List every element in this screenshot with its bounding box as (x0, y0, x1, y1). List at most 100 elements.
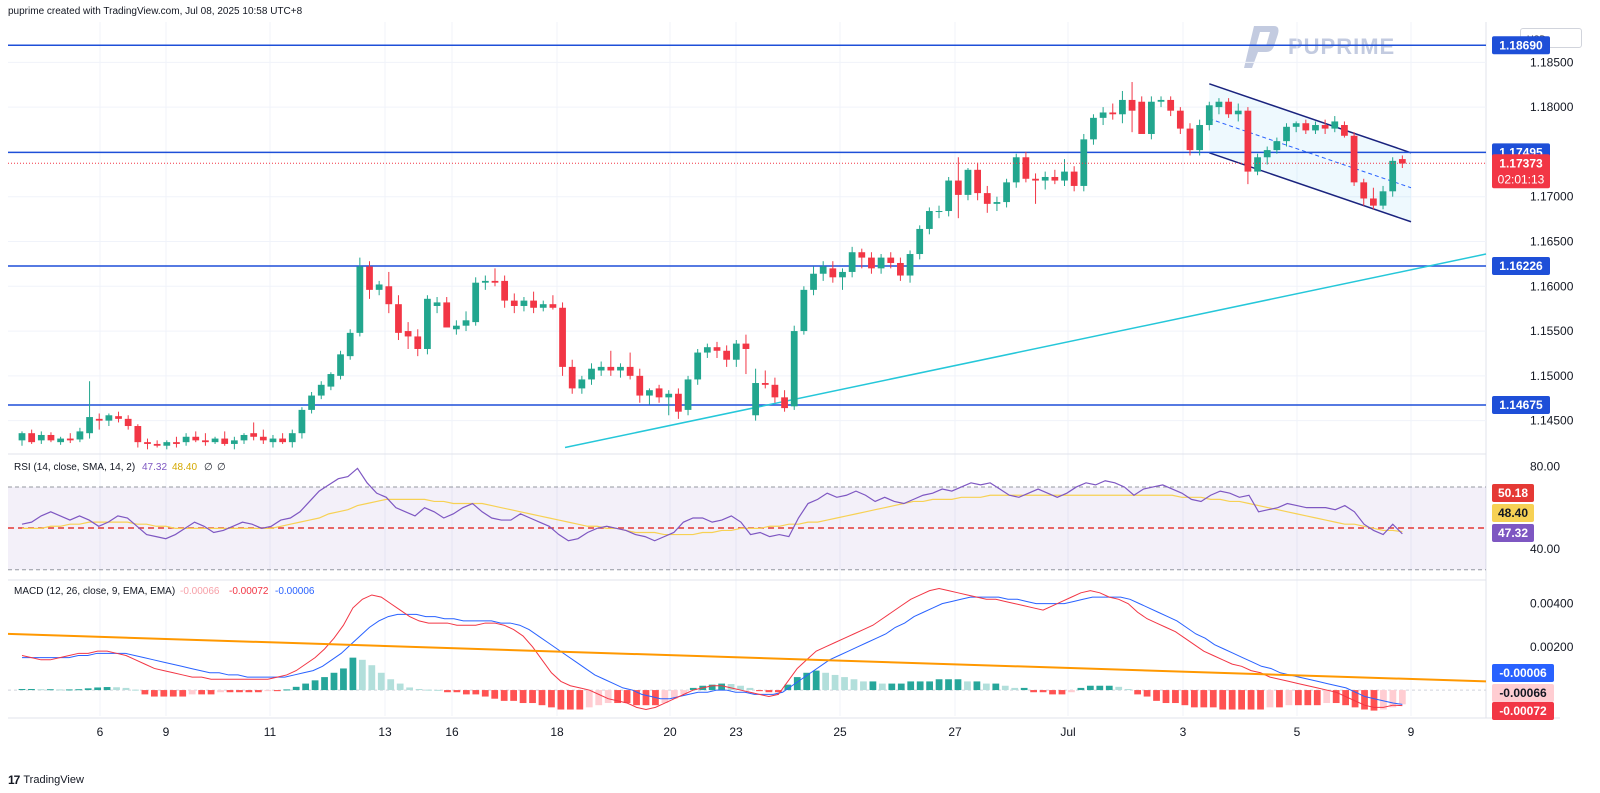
rsi-band (8, 486, 1486, 570)
macd-line (21, 587, 1403, 711)
trend-line (564, 253, 1487, 449)
price-tick-label: 1.15000 (1530, 369, 1574, 383)
macd-histogram-bar (1105, 685, 1113, 691)
macd-histogram-bar (1294, 690, 1302, 706)
macd-histogram-bar (425, 689, 432, 691)
macd-histogram-bar (1313, 690, 1321, 706)
candle-body (1196, 125, 1204, 151)
macd-histogram-bar (1266, 690, 1274, 708)
candle-body (1167, 99, 1175, 111)
candle-body (298, 409, 306, 434)
macd-histogram-bar (633, 690, 640, 706)
macd-histogram-bar (746, 687, 754, 691)
macd-histogram-bar (878, 683, 886, 691)
macd-histogram-bar (84, 688, 92, 691)
macd-histogram-bar (207, 690, 215, 695)
candle-body (549, 304, 557, 308)
candle-body (1032, 178, 1039, 181)
candle-body (607, 366, 615, 371)
macd-histogram-bar (1323, 690, 1331, 704)
candle-body (28, 433, 36, 443)
macd-histogram-bar (756, 690, 763, 692)
macd-histogram-bar (113, 687, 120, 691)
candle-body (1263, 150, 1271, 158)
macd-histogram-bar (926, 681, 934, 691)
candle-body (491, 280, 499, 283)
candle-body (1321, 125, 1329, 129)
macd-tick-label: 0.00200 (1530, 640, 1574, 654)
rsi-line (21, 467, 1403, 542)
chart-header: puprime created with TradingView.com, Ju… (8, 6, 303, 17)
macd-histogram-bar (1049, 690, 1056, 695)
candle-body (279, 438, 287, 443)
price-level-tag (1492, 395, 1550, 414)
price-tick-label: 1.18000 (1530, 100, 1574, 114)
candle-body (597, 366, 605, 371)
rsi-value-tag (1492, 484, 1534, 502)
candle-body (1205, 105, 1213, 126)
macd-histogram-bar (897, 683, 905, 691)
candle-body (144, 442, 151, 444)
macd-histogram-bar (481, 690, 489, 697)
candle-body (1292, 123, 1300, 127)
candle-body (742, 343, 750, 349)
candle-body (1331, 121, 1339, 129)
candle-body (1119, 99, 1126, 115)
x-axis-tick-label: 27 (948, 725, 962, 739)
candle-body (559, 307, 566, 367)
channel-fill (1209, 83, 1411, 222)
candle-body (694, 352, 702, 380)
x-axis-tick-label: 6 (97, 725, 104, 739)
macd-histogram-bar (566, 690, 574, 710)
candle-body (578, 379, 586, 389)
x-axis-tick-label: 25 (833, 725, 847, 739)
candle-body (868, 257, 875, 269)
macd-histogram-bar (292, 686, 300, 691)
rsi-value-label: 47.32 (1498, 526, 1528, 540)
tradingview-logo-icon: 17 (8, 773, 20, 787)
macd-histogram-bar (670, 690, 678, 699)
candle-body (395, 304, 402, 333)
macd-histogram-bar (1247, 690, 1255, 710)
candle-body (665, 393, 673, 398)
candle-body (916, 228, 924, 255)
candle-body (1302, 123, 1310, 131)
rsi-value-label: 50.18 (1498, 486, 1528, 500)
candle-body (626, 366, 634, 376)
x-axis-tick-label: 11 (264, 725, 277, 739)
candle-body (115, 416, 122, 419)
x-axis-tick-label: Jul (1060, 725, 1075, 739)
macd-legend-macd: -0.00072 (229, 586, 269, 597)
macd-histogram-bar (1143, 690, 1151, 697)
macd-histogram-bar (65, 689, 73, 691)
macd-histogram-bar (538, 690, 546, 706)
candle-body (221, 438, 229, 444)
price-tick-label: 1.15500 (1530, 324, 1574, 338)
macd-histogram-bar (226, 690, 234, 693)
rsi-ma-line (22, 494, 1403, 536)
macd-histogram-bar (1257, 690, 1264, 710)
macd-histogram-bar (1068, 690, 1075, 693)
candle-body (1070, 171, 1078, 186)
macd-histogram-bar (94, 687, 102, 691)
candle-body (1341, 125, 1348, 136)
currency-selector[interactable]: USD (1520, 28, 1582, 48)
macd-histogram-bar (141, 690, 149, 695)
candle-body (974, 169, 982, 194)
macd-histogram-bar (765, 690, 773, 693)
macd-value-tag (1492, 664, 1554, 682)
candle-body (1157, 99, 1165, 102)
macd-histogram-bar (302, 683, 310, 691)
macd-value-tag (1492, 702, 1554, 720)
candle-body (230, 440, 238, 444)
macd-signal-line (22, 596, 1403, 705)
candle-body (1080, 139, 1088, 186)
candle-body (211, 438, 219, 443)
candle-body (443, 302, 451, 328)
candle-body (346, 332, 354, 357)
channel-mid-line (1209, 118, 1412, 189)
macd-histogram-bar (623, 690, 631, 704)
candle-body (684, 379, 692, 410)
macd-histogram-bar (822, 672, 830, 691)
